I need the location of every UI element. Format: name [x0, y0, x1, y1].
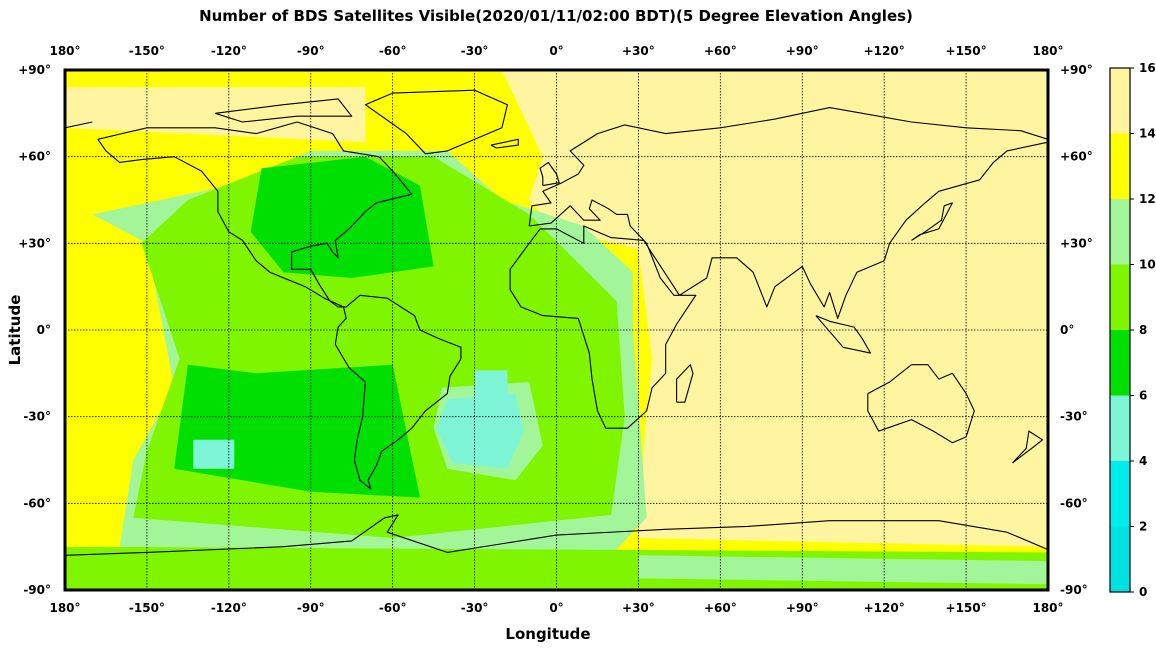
coastline-1	[364, 89, 508, 155]
lat-tick-label-left: +60°	[18, 150, 51, 164]
visibility-region-13	[65, 87, 366, 143]
colorbar-bin	[1110, 461, 1130, 527]
visibility-region-4	[250, 156, 434, 278]
visibility-region-11	[638, 555, 1048, 585]
visibility-region-8	[474, 370, 508, 400]
coastline-7	[676, 364, 694, 403]
coastline-8	[1012, 430, 1044, 464]
visibility-region-5	[174, 364, 420, 498]
coastline-4	[911, 202, 953, 241]
lon-tick-label-top: +150°	[946, 44, 987, 58]
colorbar-bin	[1110, 395, 1130, 461]
visibility-region-1	[501, 70, 1048, 547]
lon-tick-label-bottom: -150°	[129, 601, 165, 615]
map-frame	[63, 68, 1050, 592]
lon-tick-label-top: -150°	[129, 44, 165, 58]
coastline-2	[509, 107, 1048, 429]
lat-tick-label-right: -30°	[1060, 410, 1088, 424]
x-axis-label: Longitude	[505, 625, 590, 643]
colorbar-tick-label: 6	[1139, 389, 1147, 403]
colorbar-bin	[1110, 199, 1130, 265]
coastline-6	[490, 138, 519, 149]
coastline-5	[539, 161, 560, 187]
lon-tick-label-top: 180°	[1032, 44, 1063, 58]
colorbar-bin	[1110, 264, 1130, 330]
colorbar-bin	[1110, 330, 1130, 396]
colorbar-tick-label: 4	[1139, 454, 1147, 468]
latitude-ticks-right: +90° +60° +30° 0° -30° -60° -90°	[1060, 63, 1093, 597]
lon-tick-label-top: -60°	[379, 44, 407, 58]
colorbar-tick-label: 12	[1139, 192, 1156, 206]
y-axis-label: Latitude	[6, 295, 24, 366]
lon-tick-label-top: +120°	[864, 44, 905, 58]
colorbar-tick-label: 2	[1139, 520, 1147, 534]
lon-tick-label-top: -90°	[297, 44, 325, 58]
lat-tick-label-right: +60°	[1060, 150, 1093, 164]
coastline-3	[867, 364, 975, 444]
lon-tick-label-top: -30°	[461, 44, 489, 58]
lon-tick-label-bottom: -30°	[461, 601, 489, 615]
coastline-10	[65, 514, 1048, 556]
lon-tick-label-bottom: +90°	[786, 601, 819, 615]
lon-tick-label-bottom: 180°	[49, 601, 80, 615]
lon-tick-label-bottom: +60°	[704, 601, 737, 615]
coastline-11	[65, 121, 93, 129]
visibility-region-9	[193, 439, 235, 469]
lon-tick-label-bottom: +120°	[864, 601, 905, 615]
lon-tick-label-top: 180°	[49, 44, 80, 58]
colorbar-tick-label: 8	[1139, 323, 1147, 337]
colorbar-tick-label: 14	[1139, 127, 1156, 141]
colorbar-tick-label: 10	[1139, 258, 1156, 272]
lon-tick-label-top: +30°	[622, 44, 655, 58]
lon-tick-label-top: -120°	[211, 44, 247, 58]
lon-tick-label-top: +60°	[704, 44, 737, 58]
visibility-region-7	[436, 393, 524, 469]
coastline-9	[815, 315, 872, 354]
coastline-0	[97, 121, 462, 490]
lat-tick-label-left: +30°	[18, 236, 51, 250]
graticule-grid	[65, 70, 1048, 590]
lon-tick-label-bottom: -90°	[297, 601, 325, 615]
colorbar-tick-label: 16	[1139, 61, 1156, 75]
chart-title: Number of BDS Satellites Visible(2020/01…	[199, 7, 913, 25]
lat-tick-label-right: +90°	[1060, 63, 1093, 77]
lon-tick-label-top: 0°	[549, 44, 563, 58]
lat-tick-label-left: +90°	[18, 63, 51, 77]
lat-tick-label-left: 0°	[37, 323, 51, 337]
colorbar-bin	[1110, 133, 1130, 199]
lon-tick-label-bottom: 180°	[1032, 601, 1063, 615]
colorbar-tick-label: 0	[1139, 585, 1147, 599]
lon-tick-label-bottom: 0°	[549, 601, 563, 615]
coastline-12	[215, 98, 353, 123]
colorbar-bin	[1110, 68, 1130, 134]
longitude-ticks-top: 180° -150° -120° -90° -60° -30° 0° +30° +60° +90°…	[49, 44, 1063, 58]
colorbar-bin	[1110, 526, 1130, 592]
lat-tick-label-left: -30°	[23, 410, 51, 424]
lat-tick-label-right: -60°	[1060, 496, 1088, 510]
lon-tick-label-bottom: -120°	[211, 601, 247, 615]
lon-tick-label-top: +90°	[786, 44, 819, 58]
lat-tick-label-right: 0°	[1060, 323, 1074, 337]
colorbar: 0 2 4 6 8 10 12 14 16	[1109, 61, 1156, 599]
longitude-ticks-bottom: 180° -150° -120° -90° -60° -30° 0° +30° +60° +90°…	[49, 601, 1063, 615]
lon-tick-label-bottom: +150°	[946, 601, 987, 615]
lon-tick-label-bottom: -60°	[379, 601, 407, 615]
lat-tick-label-right: -90°	[1060, 583, 1088, 597]
lat-tick-label-left: -60°	[23, 496, 51, 510]
coastlines	[65, 89, 1048, 556]
lat-tick-label-left: -90°	[23, 583, 51, 597]
lat-tick-label-right: +30°	[1060, 236, 1093, 250]
latitude-ticks-left: +90° +60° +30° 0° -30° -60° -90°	[18, 63, 51, 597]
lon-tick-label-bottom: +30°	[622, 601, 655, 615]
